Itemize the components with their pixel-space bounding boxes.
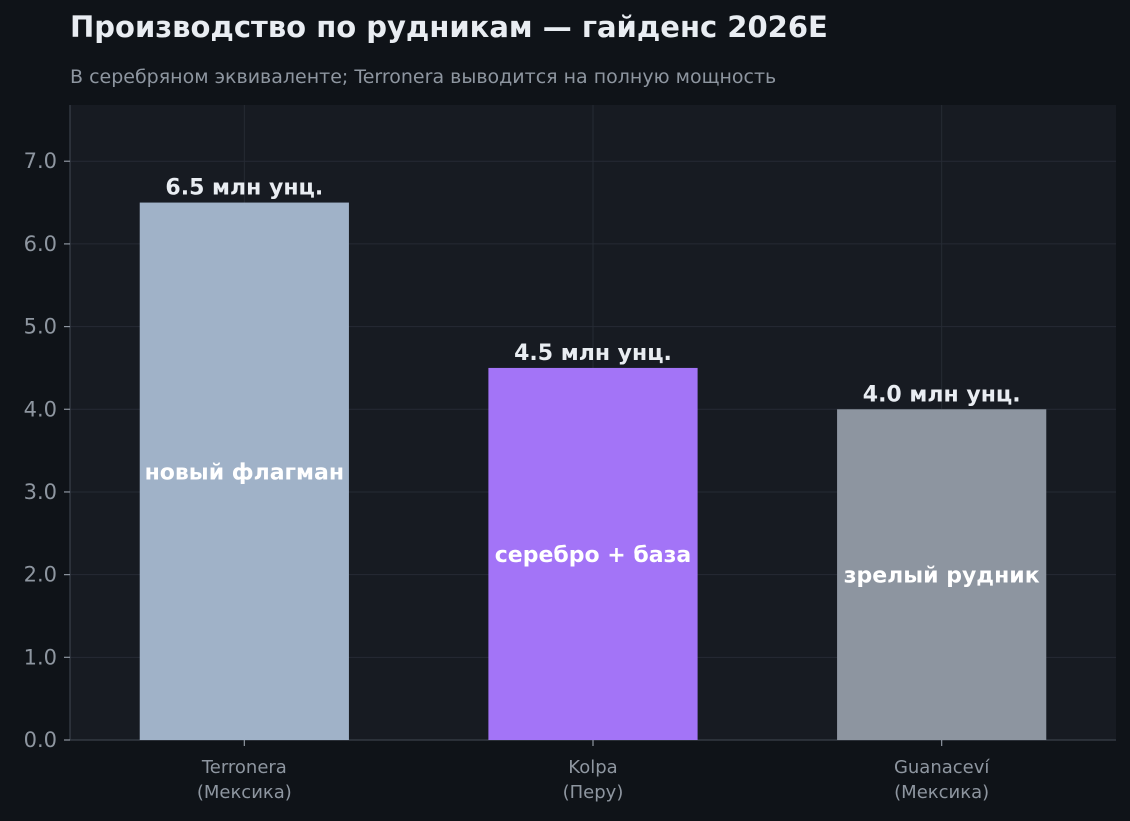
y-tick-label: 7.0 bbox=[24, 149, 57, 173]
y-tick-label: 0.0 bbox=[24, 728, 57, 752]
bar bbox=[139, 202, 349, 740]
y-tick-label: 1.0 bbox=[24, 645, 57, 669]
bar-inner-label: зрелый рудник bbox=[844, 564, 1040, 589]
chart-subtitle: В серебряном эквиваленте; Terronera выво… bbox=[70, 66, 777, 88]
x-tick-label: Kolpa bbox=[568, 757, 617, 778]
bar-inner-label: новый флагман bbox=[145, 460, 345, 485]
x-tick-label: (Перу) bbox=[563, 782, 624, 803]
bar bbox=[837, 409, 1047, 740]
bar-inner-label: серебро + база bbox=[495, 543, 691, 568]
x-tick-label: Terronera bbox=[201, 757, 287, 778]
y-tick-label: 2.0 bbox=[24, 563, 57, 587]
value-label: 6.5 млн унц. bbox=[165, 176, 323, 201]
y-tick-label: 3.0 bbox=[24, 480, 57, 504]
x-tick-label: (Мексика) bbox=[197, 782, 292, 803]
chart-title: Производство по рудникам — гайденс 2026E bbox=[70, 10, 828, 44]
y-tick-label: 6.0 bbox=[24, 232, 57, 256]
bar bbox=[488, 367, 698, 740]
x-tick-label: Guanaceví bbox=[894, 757, 990, 778]
value-label: 4.0 млн унц. bbox=[863, 382, 1021, 407]
y-tick-label: 4.0 bbox=[24, 397, 57, 421]
value-label: 4.5 млн унц. bbox=[514, 341, 672, 366]
x-tick-label: (Мексика) bbox=[894, 782, 989, 803]
y-tick-label: 5.0 bbox=[24, 315, 57, 339]
